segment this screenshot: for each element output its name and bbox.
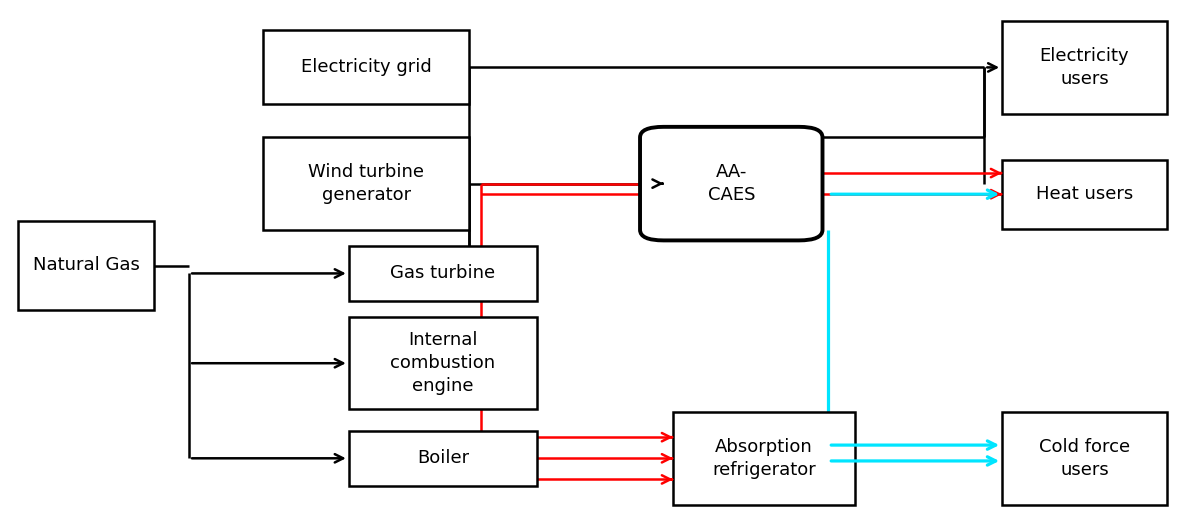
Text: Electricity
users: Electricity users: [1040, 47, 1129, 88]
FancyBboxPatch shape: [348, 246, 537, 301]
Text: Natural Gas: Natural Gas: [33, 256, 139, 275]
FancyBboxPatch shape: [263, 30, 470, 105]
FancyBboxPatch shape: [1002, 21, 1167, 114]
Text: AA-
CAES: AA- CAES: [708, 163, 755, 204]
FancyBboxPatch shape: [263, 138, 470, 230]
FancyBboxPatch shape: [19, 220, 153, 311]
FancyBboxPatch shape: [348, 431, 537, 486]
FancyBboxPatch shape: [673, 412, 856, 504]
Text: Wind turbine
generator: Wind turbine generator: [308, 163, 425, 204]
Text: Absorption
refrigerator: Absorption refrigerator: [713, 438, 817, 479]
FancyBboxPatch shape: [348, 317, 537, 409]
FancyBboxPatch shape: [640, 127, 822, 241]
FancyBboxPatch shape: [1002, 412, 1167, 504]
FancyBboxPatch shape: [1002, 160, 1167, 228]
Text: Electricity grid: Electricity grid: [301, 58, 432, 76]
Text: Heat users: Heat users: [1036, 185, 1133, 203]
Text: Internal
combustion
engine: Internal combustion engine: [391, 331, 496, 395]
Text: Boiler: Boiler: [417, 449, 468, 467]
Text: Gas turbine: Gas turbine: [391, 264, 496, 282]
Text: Cold force
users: Cold force users: [1038, 438, 1130, 479]
